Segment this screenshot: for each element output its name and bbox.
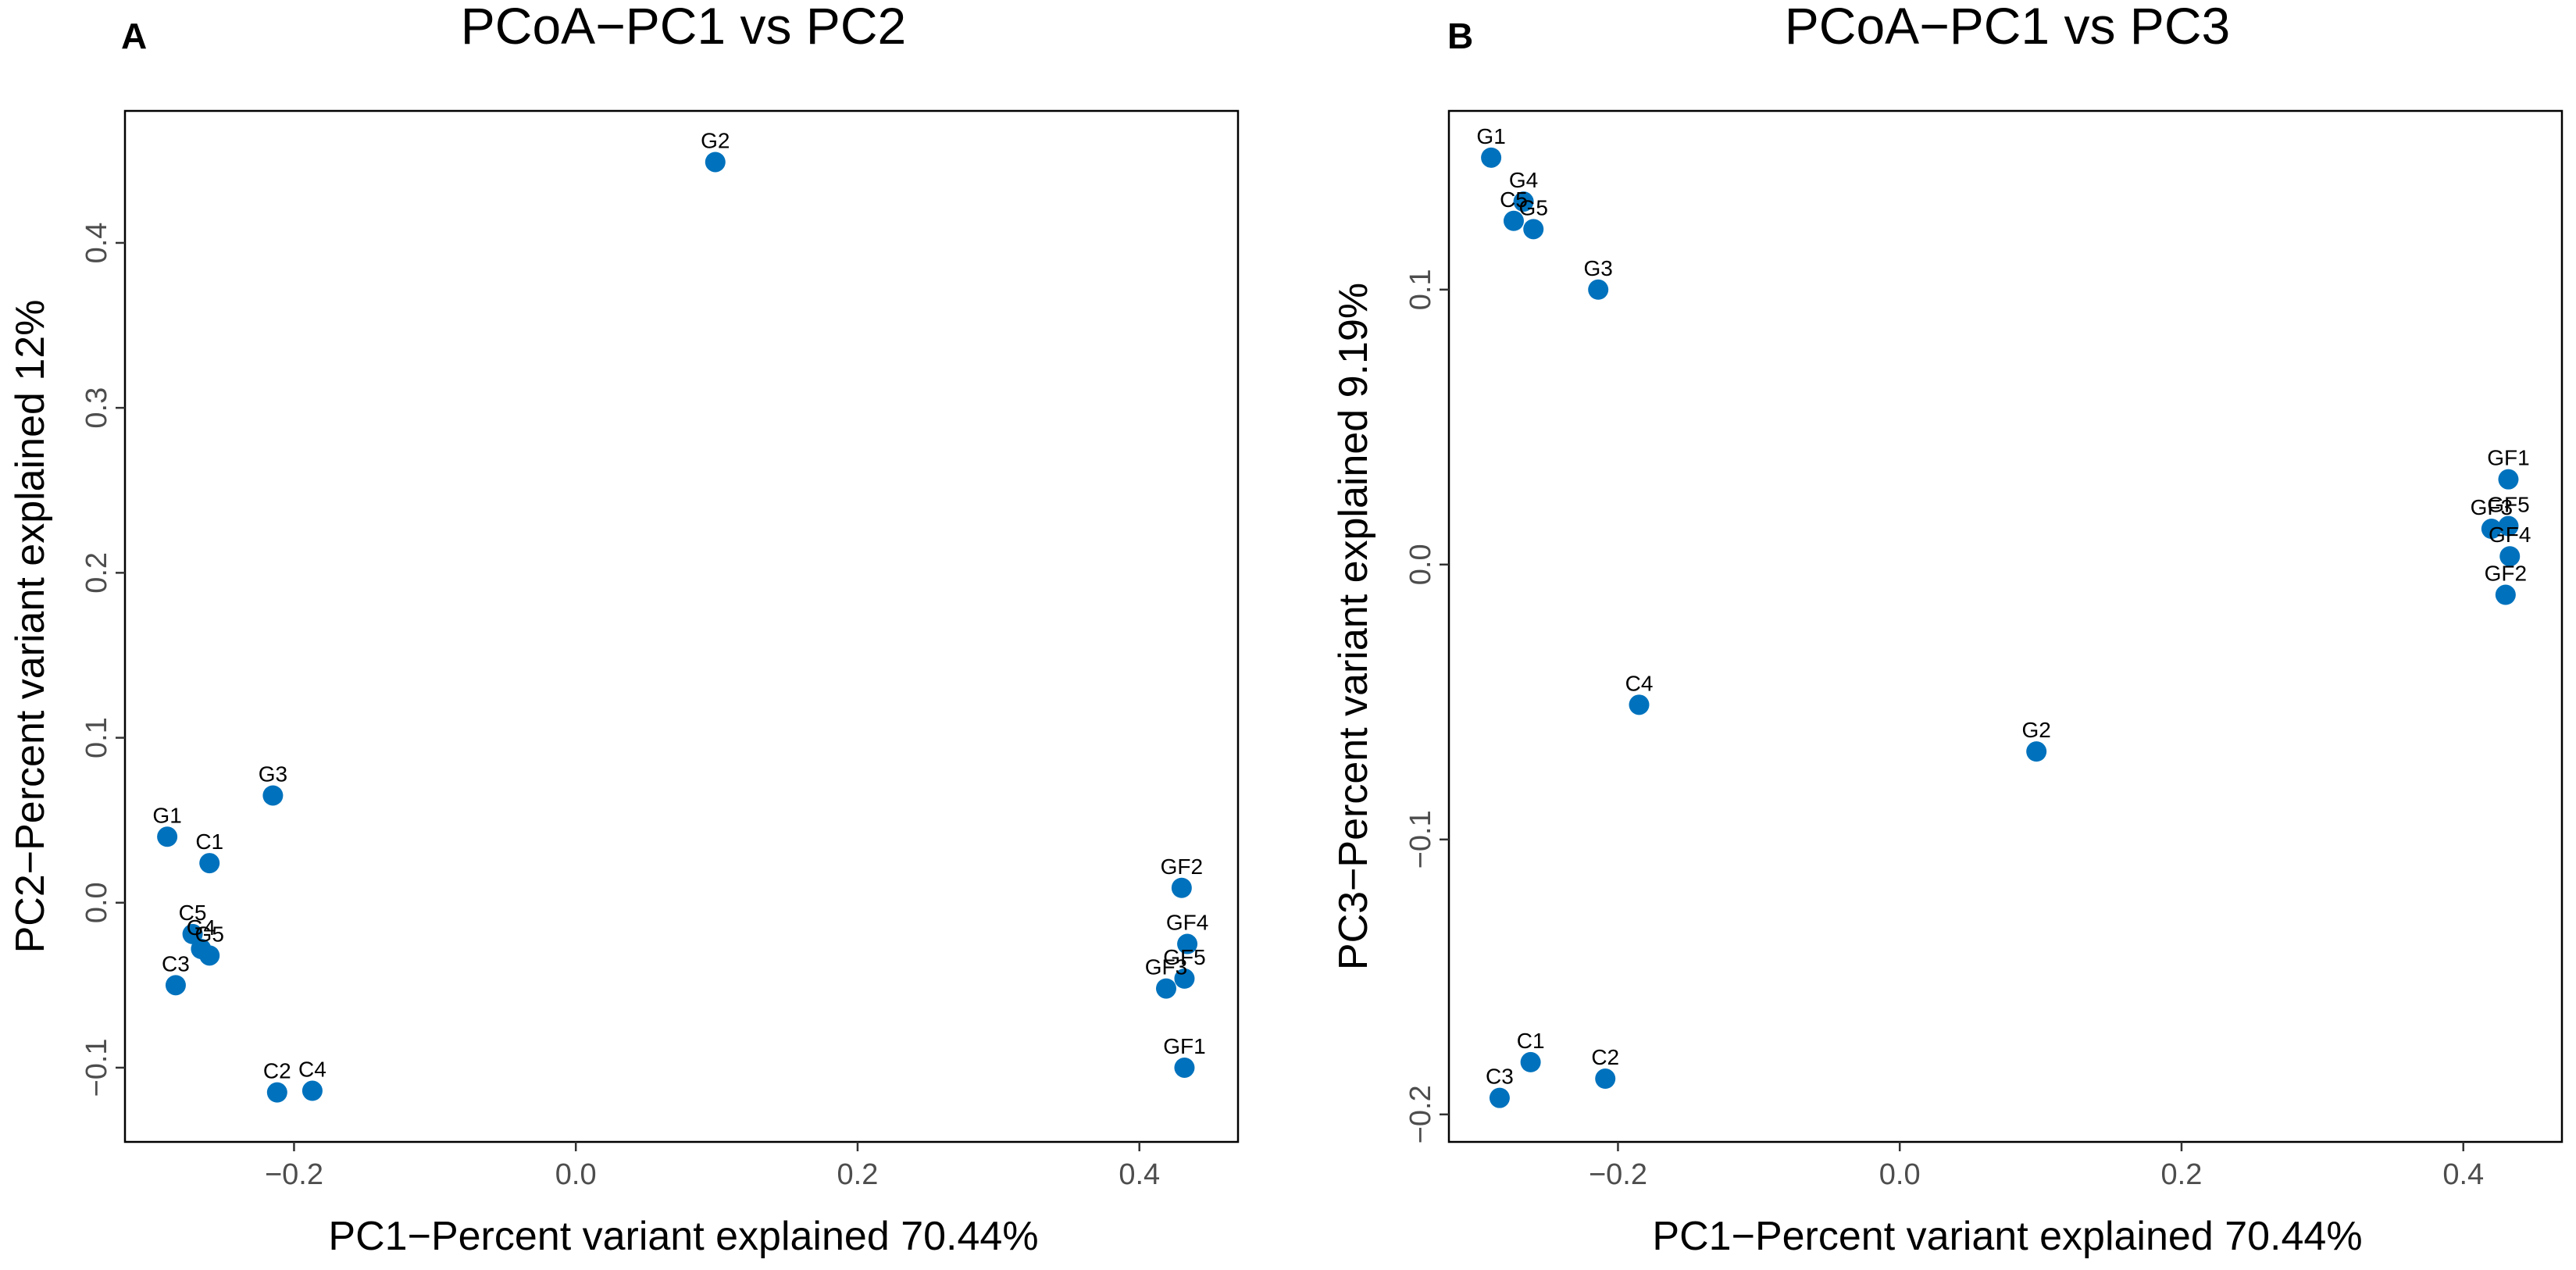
point-label-gf2: GF2 bbox=[1161, 854, 1203, 879]
data-point-gf1 bbox=[1174, 1057, 1195, 1078]
x-axis-ticks: −0.2 0.0 0.2 0.4 bbox=[1589, 1142, 2484, 1191]
point-label-c2: C2 bbox=[263, 1059, 291, 1083]
data-point-g3 bbox=[262, 785, 284, 806]
point-label-g2: G2 bbox=[2022, 718, 2051, 742]
point-label-c3: C3 bbox=[1486, 1065, 1514, 1089]
plot-frame bbox=[123, 109, 1240, 1143]
point-label-g4: G4 bbox=[1509, 168, 1538, 192]
x-axis-ticks: −0.2 0.0 0.2 0.4 bbox=[265, 1142, 1160, 1191]
data-point-c3 bbox=[1489, 1087, 1510, 1108]
point-label-g5: G5 bbox=[1519, 195, 1548, 219]
point-label-c1: C1 bbox=[195, 829, 223, 854]
panel-letter: B bbox=[1447, 16, 1473, 56]
plot-frame bbox=[1447, 109, 2564, 1143]
point-label-g3: G3 bbox=[259, 762, 287, 786]
data-point-g1 bbox=[1481, 147, 1502, 168]
y-axis-label: PC3−Percent variant explained 9.19% bbox=[1331, 283, 1376, 970]
point-label-gf1: GF1 bbox=[1163, 1034, 1205, 1058]
x-tick-label: 0.0 bbox=[1879, 1158, 1921, 1191]
data-point-gf2 bbox=[2495, 584, 2516, 605]
data-point-c4 bbox=[301, 1080, 323, 1101]
x-tick-label: 0.0 bbox=[555, 1158, 597, 1191]
x-axis-label: PC1−Percent variant explained 70.44% bbox=[328, 1214, 1038, 1259]
y-tick-label: 0.2 bbox=[80, 552, 113, 594]
data-point-c5 bbox=[182, 923, 203, 944]
data-point-gf1 bbox=[2498, 469, 2519, 490]
point-label-g2: G2 bbox=[701, 128, 730, 152]
point-label-gf4: GF4 bbox=[1166, 911, 1208, 935]
point-label-c3: C3 bbox=[162, 951, 190, 976]
point-label-gf4: GF4 bbox=[2489, 523, 2531, 547]
point-label-c4: C4 bbox=[298, 1058, 326, 1082]
point-label-g1: G1 bbox=[152, 803, 181, 827]
y-tick-label: 0.1 bbox=[80, 717, 113, 758]
x-tick-label: −0.2 bbox=[265, 1158, 323, 1191]
y-axis-ticks: −0.2 −0.1 0.0 0.1 bbox=[1404, 269, 1449, 1143]
data-point-g2 bbox=[2026, 741, 2047, 762]
data-point-gf5 bbox=[2498, 515, 2519, 537]
data-point-gf3 bbox=[1156, 978, 1177, 999]
x-tick-label: 0.4 bbox=[1119, 1158, 1160, 1191]
chart-title: PCoA−PC1 vs PC3 bbox=[1785, 0, 2230, 55]
data-point-g3 bbox=[1588, 279, 1609, 300]
point-label-c5: C5 bbox=[179, 901, 207, 925]
data-point-c2 bbox=[266, 1082, 287, 1103]
y-tick-label: 0.0 bbox=[80, 882, 113, 923]
data-point-c1 bbox=[199, 853, 220, 874]
point-label-gf1: GF1 bbox=[2487, 446, 2529, 470]
chart-title: PCoA−PC1 vs PC2 bbox=[461, 0, 906, 55]
y-tick-label: 0.0 bbox=[1404, 544, 1437, 585]
data-point-g5 bbox=[1523, 219, 1544, 240]
data-point-g1 bbox=[157, 826, 178, 847]
point-label-c1: C1 bbox=[1517, 1029, 1545, 1053]
panel-letter: A bbox=[121, 16, 147, 56]
point-label-c5: C5 bbox=[1500, 187, 1528, 212]
data-point-c5 bbox=[1503, 210, 1524, 231]
y-tick-label: 0.4 bbox=[80, 223, 113, 264]
y-tick-label: −0.2 bbox=[1404, 1085, 1437, 1143]
point-label-gf5: GF5 bbox=[1163, 945, 1205, 969]
data-point-gf4 bbox=[2499, 546, 2521, 567]
panel-b: B PCoA−PC1 vs PC3 PC1−Percent variant ex… bbox=[1331, 0, 2564, 1259]
point-label-gf2: GF2 bbox=[2485, 562, 2527, 586]
y-tick-label: −0.1 bbox=[80, 1038, 113, 1097]
x-tick-label: −0.2 bbox=[1589, 1158, 1647, 1191]
data-point-g2 bbox=[705, 152, 726, 173]
data-point-c3 bbox=[165, 975, 186, 996]
point-label-gf3: GF3 bbox=[1145, 955, 1187, 979]
point-label-g1: G1 bbox=[1476, 124, 1505, 148]
point-label-g3: G3 bbox=[1584, 256, 1613, 280]
y-tick-label: −0.1 bbox=[1404, 810, 1437, 869]
data-point-gf5 bbox=[1174, 968, 1195, 989]
y-axis-label: PC2−Percent variant explained 12% bbox=[8, 300, 53, 954]
data-point-c4 bbox=[1629, 694, 1650, 715]
x-tick-label: 0.2 bbox=[837, 1158, 879, 1191]
data-point-gf3 bbox=[2481, 519, 2502, 540]
point-label-gf5: GF5 bbox=[2487, 493, 2529, 517]
data-point-gf2 bbox=[1171, 877, 1192, 898]
y-axis-ticks: −0.1 0.0 0.1 0.2 0.3 0.4 bbox=[80, 223, 125, 1097]
y-tick-label: 0.3 bbox=[80, 387, 113, 429]
data-point-g4 bbox=[1513, 191, 1534, 212]
data-point-gf4 bbox=[1177, 933, 1198, 954]
y-tick-label: 0.1 bbox=[1404, 269, 1437, 310]
data-point-c2 bbox=[1595, 1068, 1616, 1090]
panel-a: A PCoA−PC1 vs PC2 PC1−Percent variant ex… bbox=[8, 0, 1240, 1259]
point-label-gf3: GF3 bbox=[2471, 495, 2513, 519]
x-tick-label: 0.4 bbox=[2442, 1158, 2484, 1191]
data-point-c1 bbox=[1520, 1051, 1541, 1072]
point-label-c4: C4 bbox=[1625, 671, 1654, 695]
point-label-c2: C2 bbox=[1591, 1045, 1619, 1069]
point-label-g5: G5 bbox=[195, 922, 224, 946]
data-point-g5 bbox=[199, 945, 220, 966]
point-label-g4: G4 bbox=[187, 915, 216, 940]
x-tick-label: 0.2 bbox=[2161, 1158, 2203, 1191]
x-axis-label: PC1−Percent variant explained 70.44% bbox=[1652, 1214, 2362, 1259]
